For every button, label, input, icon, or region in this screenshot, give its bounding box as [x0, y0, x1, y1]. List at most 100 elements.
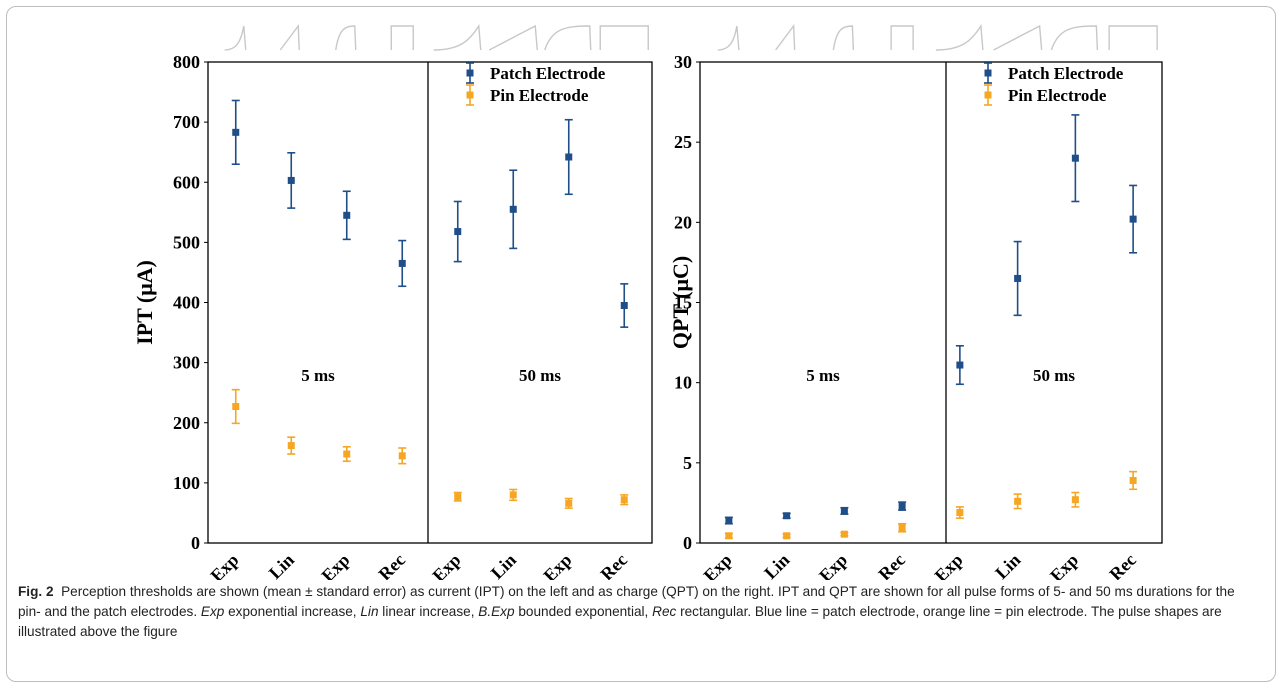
y-tick-label: 30 — [674, 52, 692, 72]
data-point — [454, 493, 461, 500]
x-tick-label: Rec — [596, 550, 631, 580]
caption-term-lin: Lin — [360, 604, 378, 619]
caption-def-lin: linear increase, — [382, 604, 474, 619]
group-label-5ms: 5 ms — [806, 366, 840, 385]
pulse-shape-icon — [489, 26, 537, 50]
data-point — [232, 129, 239, 136]
y-tick-label: 800 — [173, 52, 200, 72]
data-point — [343, 212, 350, 219]
data-point — [565, 153, 572, 160]
data-point — [288, 442, 295, 449]
pulse-shape-icon — [1109, 26, 1157, 50]
x-tick-label: Exp — [931, 550, 967, 580]
data-point — [621, 302, 628, 309]
legend-label: Pin Electrode — [490, 86, 589, 105]
legend-marker — [467, 70, 474, 77]
y-axis-label: QPT (μC) — [668, 256, 693, 349]
pulse-shape-icon — [718, 26, 739, 50]
data-point — [1014, 498, 1021, 505]
pulse-shape-icon — [994, 26, 1042, 50]
legend-marker — [985, 92, 992, 99]
y-tick-label: 0 — [683, 533, 692, 553]
y-tick-label: 20 — [674, 212, 692, 232]
group-label-50ms: 50 ms — [1033, 366, 1075, 385]
group-label-50ms: 50 ms — [519, 366, 561, 385]
x-tick-label: B.Exp — [803, 550, 851, 580]
pulse-shape-icon — [391, 26, 413, 50]
legend-label: Pin Electrode — [1008, 86, 1107, 105]
plot-frame — [700, 62, 1162, 543]
plot-frame — [208, 62, 652, 543]
pulse-shape-icon — [891, 26, 913, 50]
y-tick-label: 25 — [674, 132, 692, 152]
y-tick-label: 0 — [191, 533, 200, 553]
caption-def-exp: exponential increase, — [228, 604, 356, 619]
data-point — [565, 500, 572, 507]
data-point — [399, 452, 406, 459]
caption-term-exp: Exp — [201, 604, 224, 619]
data-point — [1072, 496, 1079, 503]
y-tick-label: 10 — [674, 373, 692, 393]
caption-def-bexp: bounded exponential, — [518, 604, 648, 619]
pulse-shape-icon — [600, 26, 648, 50]
y-axis-label: IPT (μA) — [132, 260, 157, 345]
x-tick-label: Lin — [265, 550, 298, 580]
x-tick-label: Exp — [428, 550, 464, 580]
caption-term-rec: Rec — [652, 604, 676, 619]
x-tick-label: Lin — [760, 550, 793, 580]
pulse-shape-icon — [434, 26, 481, 50]
y-tick-label: 300 — [173, 353, 200, 373]
data-point — [399, 260, 406, 267]
pulse-shape-icon — [545, 26, 591, 50]
data-point — [956, 509, 963, 516]
data-point — [621, 496, 628, 503]
data-point — [288, 177, 295, 184]
legend-label: Patch Electrode — [1008, 64, 1124, 83]
pulse-shape-icon — [1051, 26, 1097, 50]
y-tick-label: 600 — [173, 172, 200, 192]
data-point — [899, 524, 906, 531]
caption-term-bexp: B.Exp — [478, 604, 514, 619]
data-point — [783, 512, 790, 519]
y-tick-label: 200 — [173, 413, 200, 433]
x-tick-label: Rec — [1105, 550, 1140, 580]
y-tick-label: 500 — [173, 232, 200, 252]
data-point — [1130, 477, 1137, 484]
x-tick-label: Exp — [206, 550, 242, 580]
legend-marker — [467, 92, 474, 99]
x-tick-label: B.Exp — [528, 550, 576, 580]
x-tick-label: Rec — [374, 550, 409, 580]
pulse-shape-icon — [225, 26, 246, 50]
data-point — [510, 206, 517, 213]
figure-caption: Fig. 2 Perception thresholds are shown (… — [18, 582, 1258, 642]
data-point — [725, 532, 732, 539]
data-point — [841, 531, 848, 538]
x-tick-label: Lin — [487, 550, 520, 580]
x-tick-label: B.Exp — [306, 550, 354, 580]
legend-label: Patch Electrode — [490, 64, 606, 83]
data-point — [343, 451, 350, 458]
caption-label: Fig. 2 — [18, 584, 54, 599]
data-point — [454, 228, 461, 235]
x-tick-label: Lin — [991, 550, 1024, 580]
pulse-shape-icon — [776, 26, 795, 50]
legend-marker — [985, 70, 992, 77]
y-tick-label: 700 — [173, 112, 200, 132]
pulse-shape-icon — [936, 26, 983, 50]
y-tick-label: 100 — [173, 473, 200, 493]
pulse-shape-icon — [280, 26, 299, 50]
y-tick-label: 5 — [683, 453, 692, 473]
x-tick-label: Rec — [874, 550, 909, 580]
data-point — [956, 362, 963, 369]
data-point — [1130, 216, 1137, 223]
x-tick-label: B.Exp — [1034, 550, 1082, 580]
data-point — [841, 507, 848, 514]
data-point — [725, 517, 732, 524]
y-tick-label: 400 — [173, 293, 200, 313]
data-point — [510, 491, 517, 498]
data-point — [899, 503, 906, 510]
data-point — [1014, 275, 1021, 282]
pulse-shape-icon — [833, 26, 853, 50]
data-point — [1072, 155, 1079, 162]
